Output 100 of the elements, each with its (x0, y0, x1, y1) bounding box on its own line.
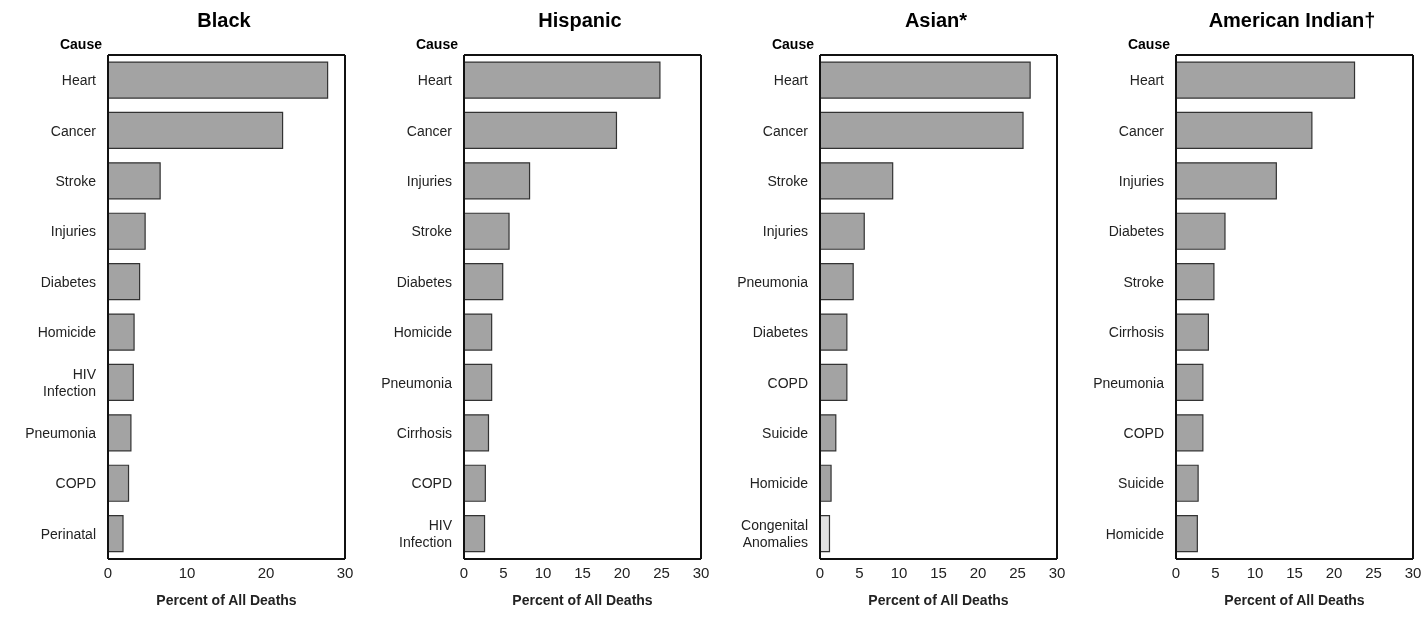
bar (1176, 61, 1356, 99)
x-tick-label: 30 (1048, 563, 1066, 581)
y-tick-label: Injuries (406, 173, 452, 189)
y-tick-label: Cirrhosis (1108, 324, 1164, 341)
bar (108, 414, 132, 452)
x-tick-label: 30 (336, 563, 354, 581)
x-tick-label: 0 (815, 563, 825, 581)
x-tick-label: 0 (103, 563, 113, 581)
bar (108, 464, 130, 502)
y-tick-label: Congenital Anomalies (741, 517, 808, 551)
bar (820, 111, 1024, 150)
y-tick-label: Diabetes (752, 324, 808, 341)
y-tick-label: COPD (767, 374, 808, 391)
y-tick-label: Heart (61, 72, 97, 89)
x-tick-label: 15 (574, 563, 591, 581)
x-tick-label: 20 (613, 563, 631, 581)
bar (108, 61, 329, 99)
bar (464, 313, 493, 351)
y-tick-label: Diabetes (396, 273, 452, 290)
bar (464, 162, 531, 200)
y-tick-label: Heart (773, 72, 809, 89)
y-axis-title: Cause (1126, 36, 1170, 52)
bar (108, 313, 135, 351)
bar (1176, 414, 1204, 452)
bar (1176, 111, 1313, 150)
y-axis-title: Cause (58, 36, 102, 52)
y-tick-label: Pneumonia (737, 273, 809, 290)
bar (464, 363, 493, 402)
y-tick-label: COPD (55, 475, 96, 492)
y-tick-label: Suicide (1118, 475, 1165, 492)
bar (108, 162, 161, 200)
bar (1176, 162, 1277, 200)
y-tick-label: Homicide (1105, 525, 1165, 542)
x-tick-label: 10 (534, 563, 552, 581)
x-tick-label: 5 (1211, 563, 1220, 581)
bar (1176, 363, 1204, 402)
y-tick-label: Injuries (1118, 173, 1164, 189)
chart-title: American Indian† (1207, 8, 1377, 32)
y-tick-label: Homicide (37, 324, 97, 341)
bar (464, 212, 510, 250)
y-tick-label: Cancer (50, 122, 97, 139)
chart-title: Black (196, 8, 252, 32)
bar (820, 464, 832, 502)
y-tick-label: Perinatal (40, 525, 96, 542)
x-tick-label: 15 (1286, 563, 1303, 581)
bar (464, 515, 486, 553)
bar (1176, 515, 1198, 553)
bar (820, 363, 848, 402)
y-tick-label: Pneumonia (25, 425, 97, 441)
y-tick-label: HIV Infection (399, 517, 453, 551)
x-tick-label: 20 (969, 563, 987, 581)
y-axis-title: Cause (770, 36, 814, 52)
bar (820, 162, 894, 200)
bar (108, 263, 141, 301)
x-axis-title: Percent of All Deaths (156, 592, 297, 608)
y-tick-label: Stroke (411, 223, 453, 240)
y-axis-title: Cause (414, 36, 458, 52)
x-tick-label: 0 (1171, 563, 1181, 581)
y-tick-label: Stroke (1123, 273, 1165, 290)
bar (108, 212, 146, 250)
y-tick-label: Stroke (767, 173, 809, 189)
y-tick-label: Diabetes (40, 273, 96, 290)
x-tick-label: 25 (1009, 563, 1026, 581)
y-tick-label: Heart (417, 72, 453, 89)
y-tick-label: Cancer (406, 122, 453, 139)
bar (108, 515, 124, 553)
x-tick-label: 10 (178, 563, 196, 581)
x-tick-label: 5 (855, 563, 864, 581)
bar (820, 263, 854, 301)
bar (1176, 313, 1209, 351)
x-tick-label: 10 (890, 563, 908, 581)
y-tick-label: Stroke (55, 173, 97, 189)
x-axis-title: Percent of All Deaths (512, 592, 653, 608)
bar (1176, 212, 1226, 250)
y-tick-label: COPD (1123, 425, 1164, 441)
x-tick-label: 25 (653, 563, 670, 581)
x-axis-title: Percent of All Deaths (868, 592, 1009, 608)
y-tick-label: HIV Infection (43, 366, 97, 400)
bar (108, 111, 284, 150)
y-tick-label: Injuries (50, 223, 96, 240)
bar (464, 464, 486, 502)
bar (820, 61, 1031, 99)
bar (820, 212, 865, 250)
y-tick-label: Heart (1129, 72, 1165, 89)
bar (464, 414, 490, 452)
y-tick-label: COPD (411, 475, 452, 492)
y-tick-label: Diabetes (1108, 223, 1164, 240)
bar (464, 263, 504, 301)
x-tick-label: 15 (930, 563, 947, 581)
x-tick-label: 5 (499, 563, 508, 581)
bar (1176, 263, 1215, 301)
x-tick-label: 10 (1246, 563, 1264, 581)
bar (1176, 464, 1199, 502)
x-tick-label: 30 (692, 563, 710, 581)
y-tick-label: Injuries (762, 223, 808, 240)
y-tick-label: Cancer (1118, 122, 1165, 139)
y-tick-label: Homicide (749, 475, 809, 492)
bar (464, 61, 661, 99)
chart-title: Hispanic (537, 8, 623, 32)
bar (108, 363, 134, 402)
